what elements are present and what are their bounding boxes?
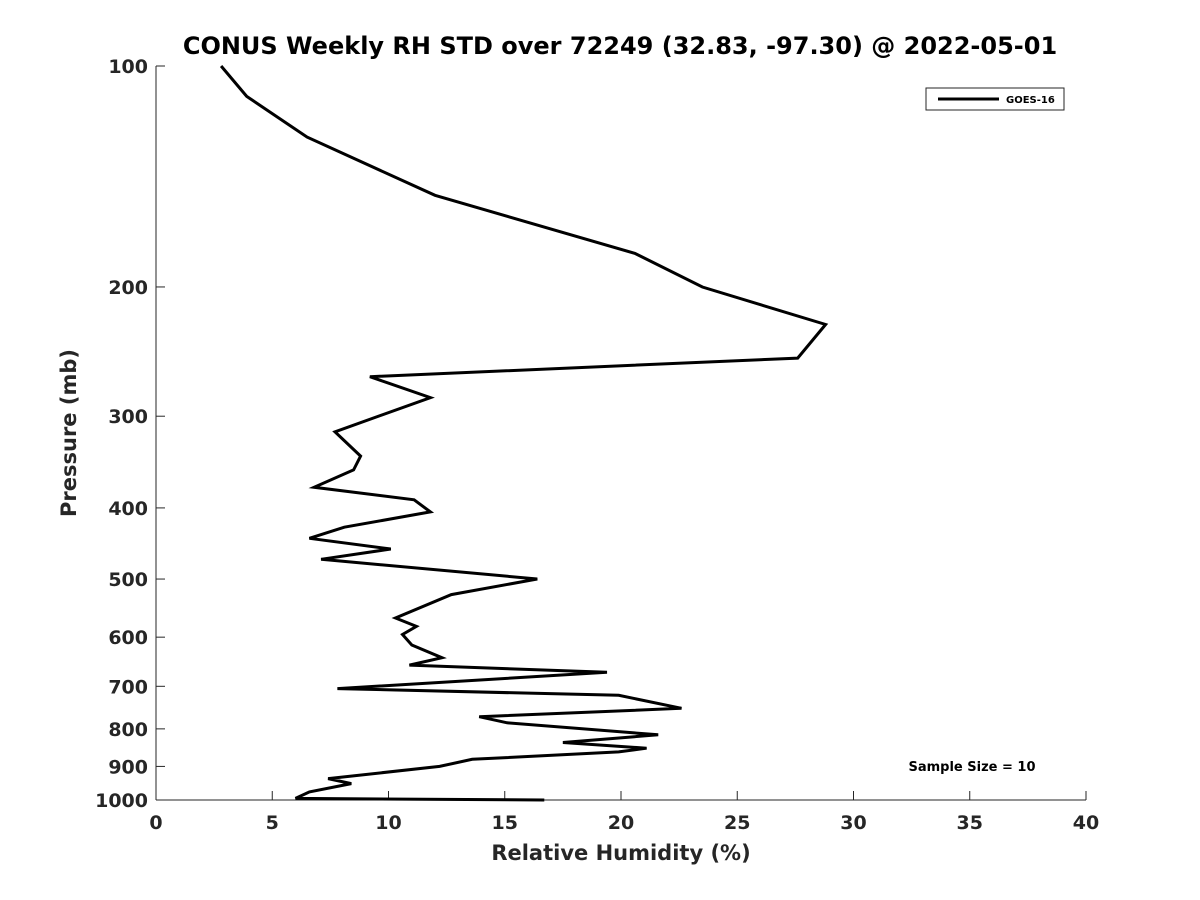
x-tick-label: 25 <box>724 812 750 834</box>
x-tick-label: 0 <box>149 812 162 834</box>
series-layer <box>219 65 829 802</box>
series-line-goes-16 <box>219 65 829 802</box>
x-tick-label: 10 <box>375 812 401 834</box>
x-tick-label: 5 <box>266 812 279 834</box>
y-tick-label: 700 <box>108 676 148 698</box>
y-tick-label: 900 <box>108 756 148 778</box>
plot-area <box>156 66 1086 800</box>
y-tick-label: 200 <box>108 277 148 299</box>
chart-title: CONUS Weekly RH STD over 72249 (32.83, -… <box>183 32 1057 60</box>
y-tick-label: 300 <box>108 406 148 428</box>
x-tick-label: 20 <box>608 812 634 834</box>
legend: GOES-16 <box>925 87 1065 111</box>
x-tick-label: 15 <box>492 812 518 834</box>
x-ticks: 0 5 10 15 20 25 30 35 40 <box>149 791 1099 834</box>
x-tick-label: 40 <box>1073 812 1099 834</box>
y-tick-label: 100 <box>108 56 148 78</box>
sample-size-annotation: Sample Size = 10 <box>908 760 1035 775</box>
y-tick-label: 500 <box>108 569 148 591</box>
y-tick-label: 800 <box>108 719 148 741</box>
y-axis-label: Pressure (mb) <box>57 349 81 517</box>
x-tick-label: 30 <box>840 812 866 834</box>
y-tick-label: 1000 <box>95 790 148 812</box>
x-axis-label: Relative Humidity (%) <box>491 841 750 865</box>
axes <box>155 66 1086 801</box>
x-tick-label: 35 <box>957 812 983 834</box>
y-tick-label: 400 <box>108 498 148 520</box>
legend-label-goes-16: GOES-16 <box>1006 95 1055 106</box>
y-tick-label: 600 <box>108 627 148 649</box>
y-ticks: 100 200 300 400 500 600 700 800 900 1000 <box>95 56 165 812</box>
